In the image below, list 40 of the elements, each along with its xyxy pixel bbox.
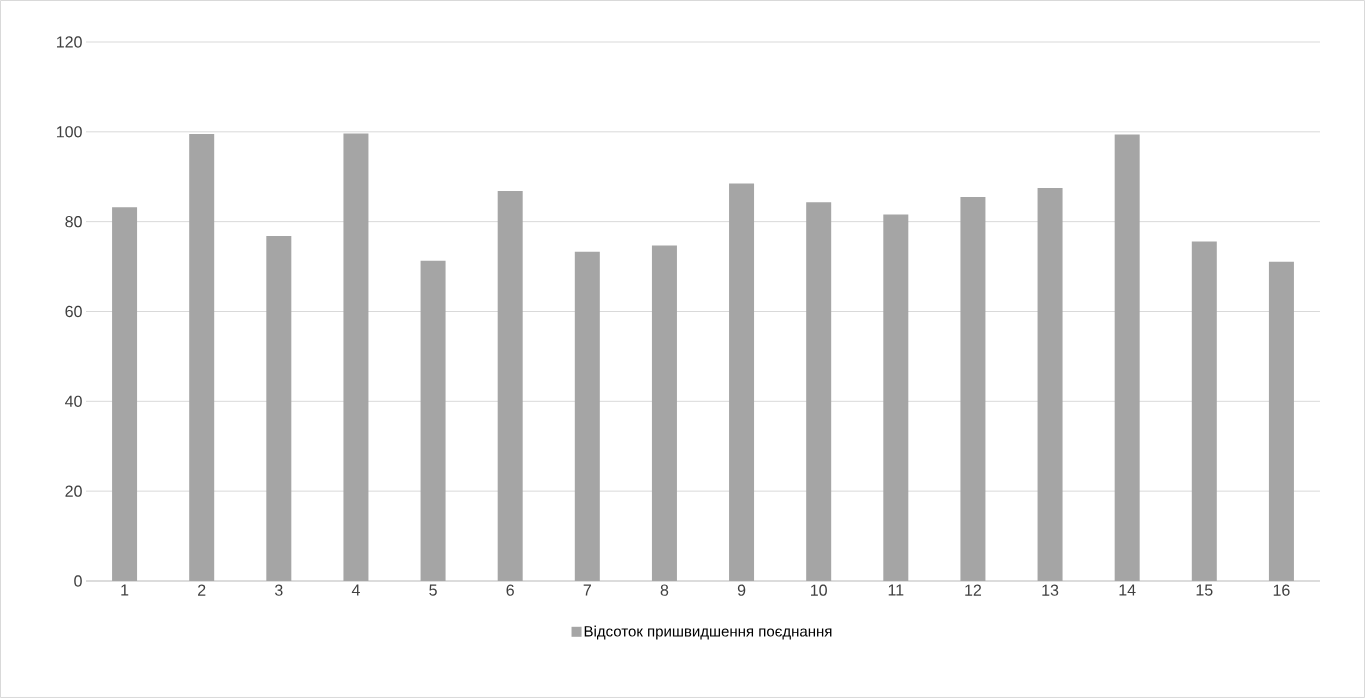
bar — [806, 202, 832, 581]
bar — [1191, 241, 1217, 581]
x-tick-label: 14 — [1119, 584, 1136, 596]
bar — [497, 191, 523, 581]
y-tick-label: 40 — [65, 395, 82, 407]
bar — [266, 236, 292, 581]
y-tick-label: 60 — [65, 305, 82, 318]
x-tick-label: 9 — [737, 584, 746, 596]
x-tick-label: 11 — [888, 584, 904, 596]
y-tick-label: 20 — [65, 485, 82, 497]
bar — [960, 196, 986, 581]
x-tick-label: 12 — [965, 584, 982, 596]
x-tick-label: 7 — [583, 584, 591, 596]
x-tick-label: 16 — [1273, 584, 1290, 596]
bar — [574, 251, 600, 581]
bar — [189, 134, 215, 581]
bar — [1114, 134, 1140, 581]
x-tick-label: 15 — [1196, 584, 1213, 596]
bar — [1268, 261, 1294, 581]
x-tick-label: 2 — [198, 584, 206, 596]
y-tick-label: 100 — [57, 126, 82, 138]
y-tick-label: 80 — [65, 216, 82, 228]
x-tick-label: 13 — [1042, 584, 1059, 596]
bar — [343, 133, 369, 581]
bar — [729, 183, 755, 581]
legend-label: Відсоток пришвидшення поєднання — [584, 625, 832, 640]
y-tick-label: 120 — [57, 36, 82, 48]
bar — [651, 245, 677, 581]
x-tick-label: 8 — [660, 584, 669, 596]
x-tick-label: 3 — [274, 584, 283, 596]
bar — [1037, 187, 1063, 581]
x-tick-label: 4 — [351, 584, 360, 596]
x-tick-label: 10 — [811, 584, 827, 596]
bar — [112, 207, 138, 581]
x-tick-label: 6 — [506, 584, 514, 596]
x-tick-label: 5 — [429, 584, 437, 596]
y-tick-label: 0 — [74, 575, 82, 587]
bar — [883, 214, 909, 581]
bar — [420, 260, 446, 581]
x-tick-label: 1 — [121, 584, 129, 596]
